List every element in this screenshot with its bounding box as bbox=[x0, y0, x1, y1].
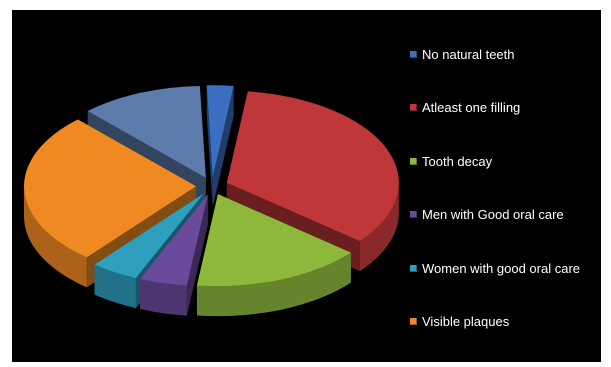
legend-label: No natural teeth bbox=[422, 47, 515, 62]
legend-item: Women with good oral care bbox=[410, 260, 580, 277]
legend-item: Men with Good oral care bbox=[410, 206, 564, 223]
legend-item: Tooth decay bbox=[410, 153, 492, 170]
legend-item: No natural teeth bbox=[410, 46, 515, 63]
legend-item: Atleast one filling bbox=[410, 99, 520, 116]
legend-swatch bbox=[410, 158, 417, 165]
chart-legend: No natural teeth Atleast one filling Tooth… bbox=[410, 10, 610, 362]
legend-label: Atleast one filling bbox=[422, 100, 521, 115]
legend-item: Visible plaques bbox=[410, 313, 509, 330]
legend-swatch bbox=[410, 51, 417, 58]
chart-area: No natural teeth Atleast one filling Tooth… bbox=[12, 10, 601, 362]
pie-slice-1 bbox=[206, 85, 234, 208]
legend-label: Men with Good oral care bbox=[422, 207, 564, 222]
legend-label: Tooth decay bbox=[422, 154, 493, 169]
legend-swatch bbox=[410, 104, 417, 111]
legend-label: Visible plaques bbox=[422, 314, 510, 329]
legend-swatch bbox=[410, 318, 417, 325]
legend-swatch bbox=[410, 211, 417, 218]
pie-slice-4 bbox=[140, 194, 208, 316]
legend-swatch bbox=[410, 265, 417, 272]
legend-label: Women with good oral care bbox=[422, 261, 581, 276]
pie-slice-3 bbox=[196, 194, 351, 317]
pie-chart bbox=[24, 85, 399, 317]
